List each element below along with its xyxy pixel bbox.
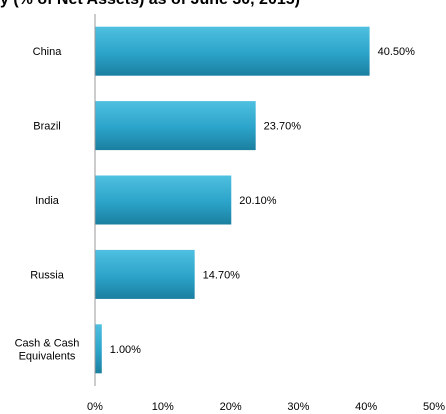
bar-1 [95,26,370,76]
category-label-4: Russia [30,269,65,281]
x-tick-label-10: 10% [152,401,174,413]
data-label-1: 40.50% [378,46,416,58]
bars-group [95,26,370,374]
category-label-3: India [35,195,60,207]
bar-5 [95,324,102,374]
x-tick-label-30: 30% [287,401,309,413]
category-label-2: Brazil [33,121,61,133]
data-label-3: 20.10% [239,195,277,207]
x-tick-label-50: 50% [423,401,445,413]
data-label-2: 23.70% [264,121,302,133]
x-tick-label-40: 40% [355,401,377,413]
chart-title-fragment: y (% of Net Assets) as of June 30, 2015) [0,0,446,9]
x-tick-label-0: 0% [87,401,103,413]
data-label-4: 14.70% [203,269,241,281]
category-label-1: China [33,46,63,58]
category-label-5: Cash & Cash Equivalents [15,337,80,362]
bar-2 [95,101,256,151]
x-tick-label-20: 20% [220,401,242,413]
bar-3 [95,175,232,225]
data-label-5: 1.00% [110,344,141,356]
labels-group: 40.50% China 23.70% Brazil 20.10% India 14.70%… [15,46,446,413]
bar-4 [95,249,195,299]
